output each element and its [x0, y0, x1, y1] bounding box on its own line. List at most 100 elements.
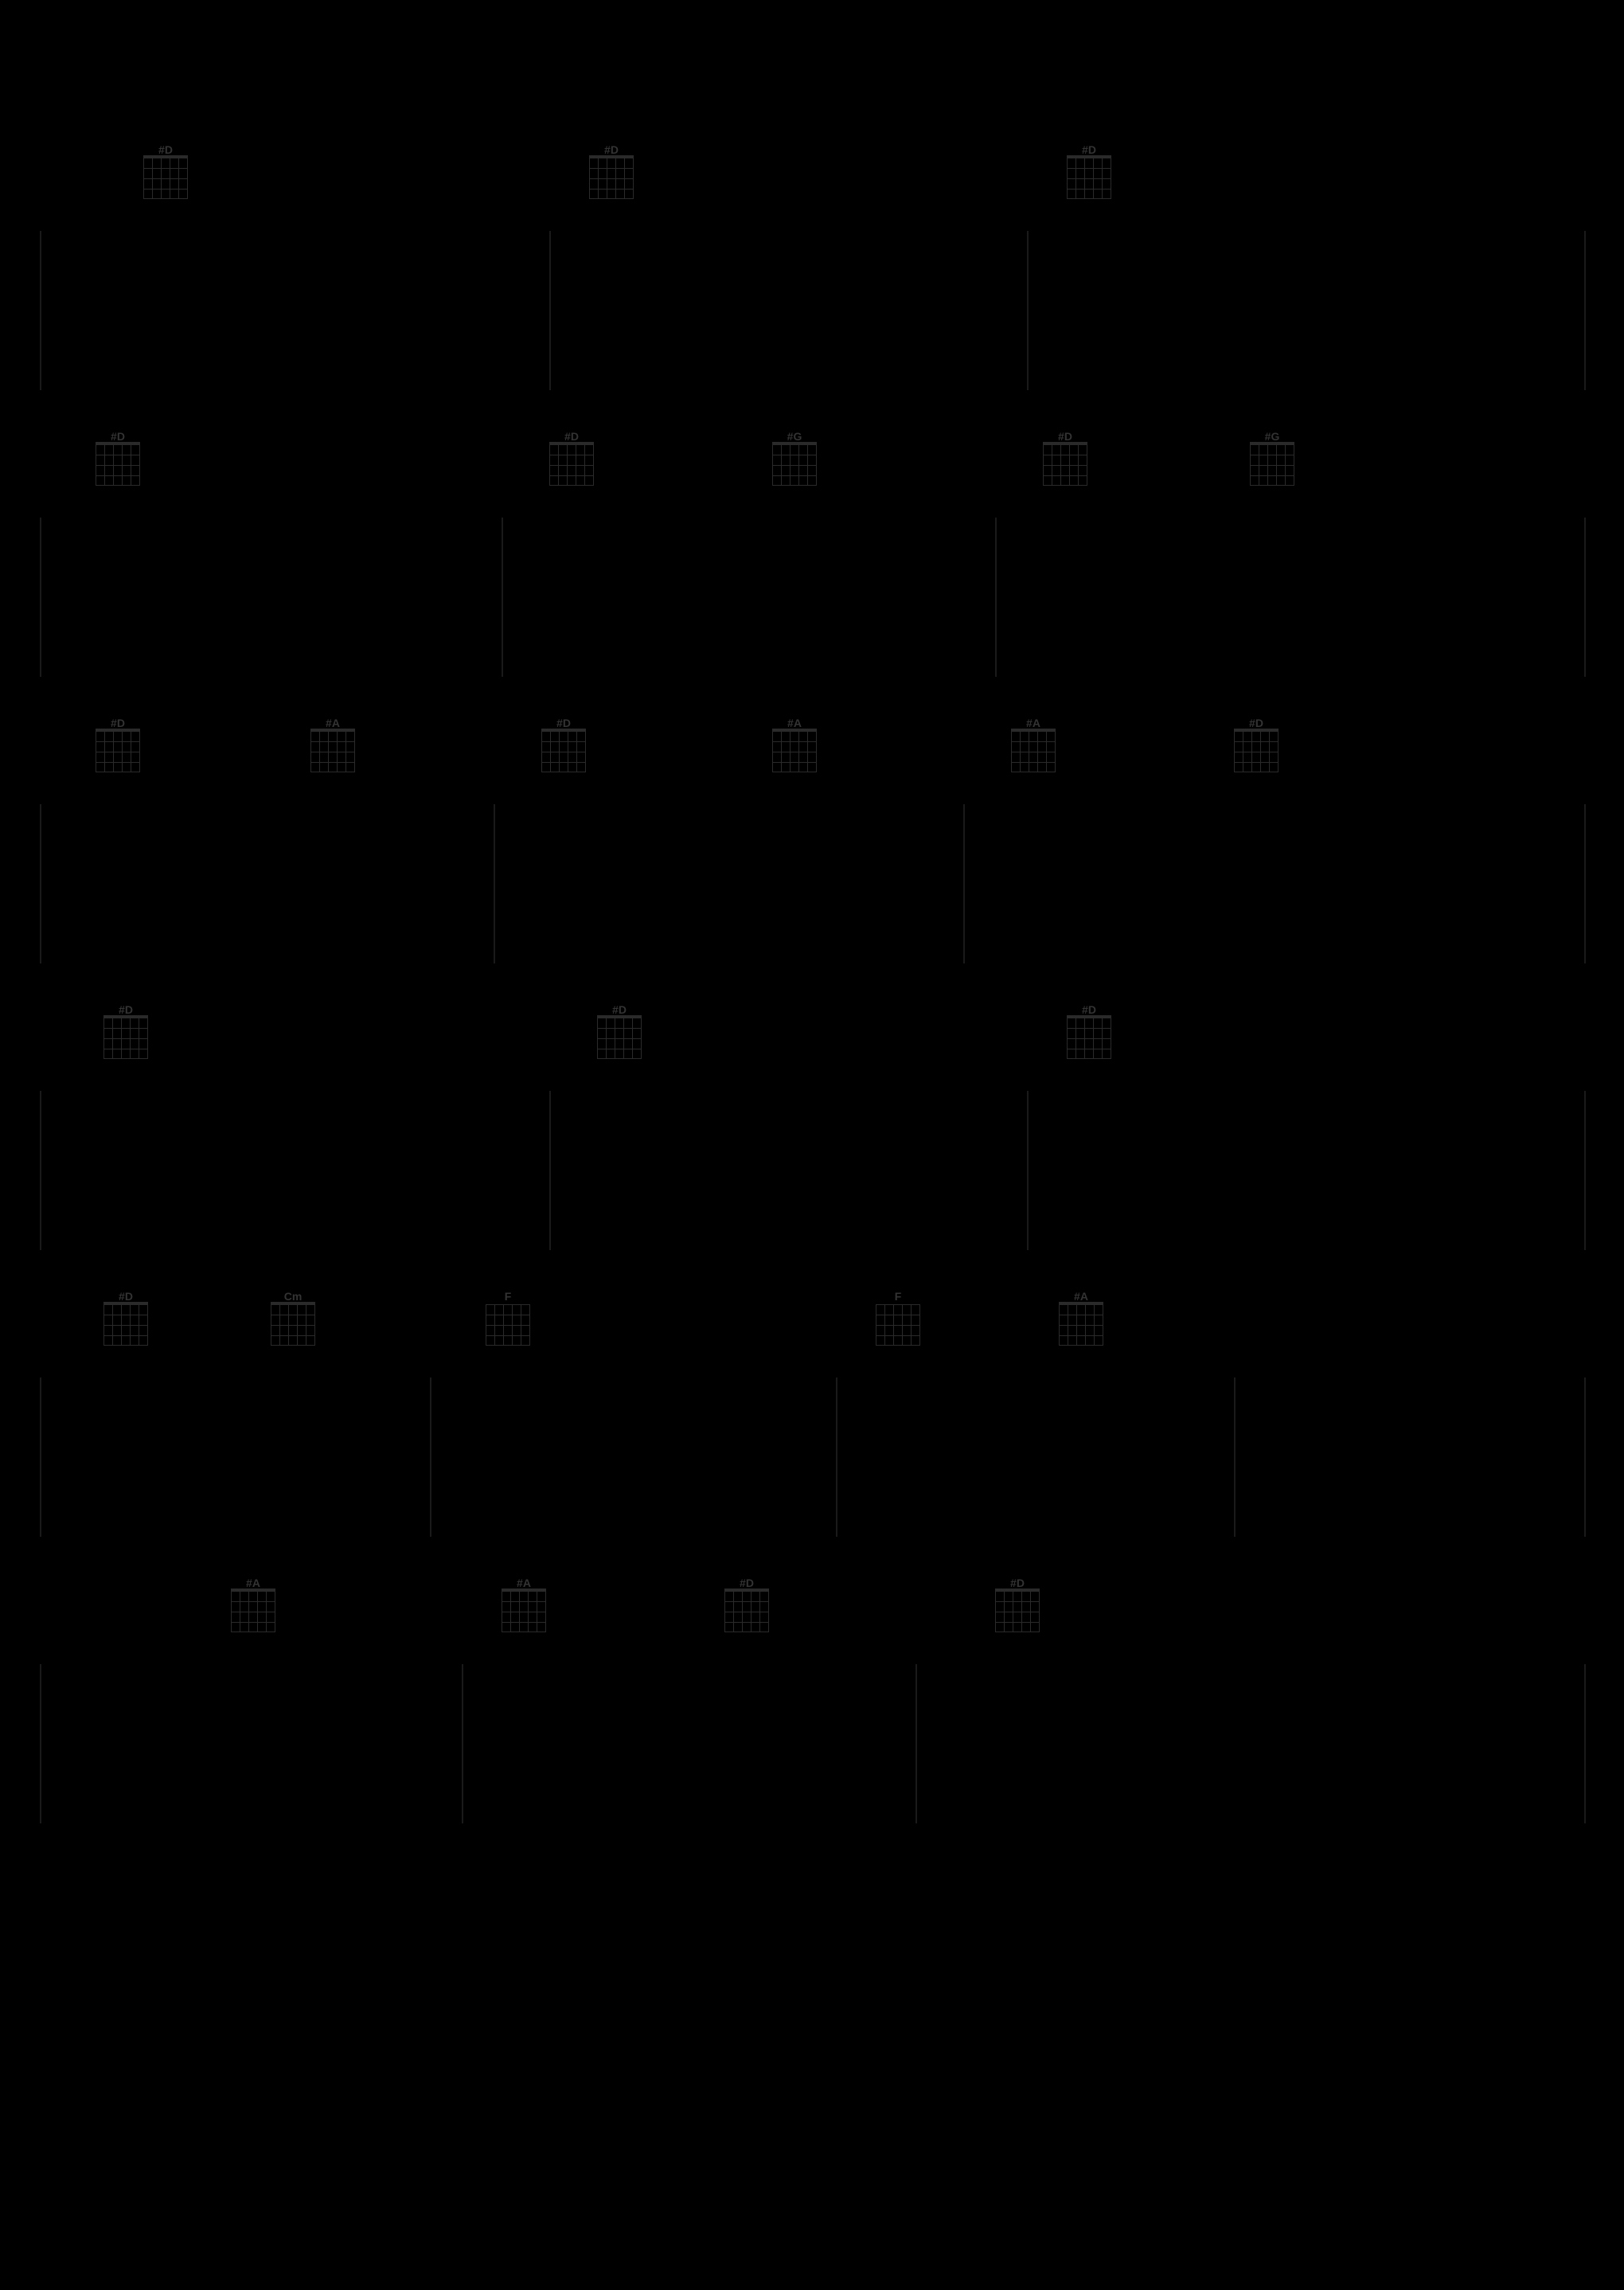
chord-grid: [271, 1304, 315, 1346]
chord-diagram: #D: [597, 1003, 642, 1059]
chord-nut: [772, 729, 817, 731]
chord-label: #D: [589, 143, 634, 156]
chord-grid: [103, 1018, 148, 1059]
chord-nut: [1250, 442, 1294, 444]
barline: [40, 1378, 41, 1537]
chord-label: #A: [231, 1577, 275, 1589]
chord-grid: [1043, 444, 1087, 486]
chord-grid: [486, 1304, 530, 1346]
chord-row: #D #D #D: [40, 1003, 1584, 1250]
chord-grid: [143, 158, 188, 199]
chord-chart-page: #D #D #D #D #D #G #D #G #D #A #D #A #A #D #D #D #D #D Cm F F…: [0, 0, 1624, 2290]
chord-label: #G: [1250, 430, 1294, 443]
chord-diagram: #G: [1250, 430, 1294, 486]
barline: [995, 518, 997, 677]
chord-grid: [549, 444, 594, 486]
chord-grid: [231, 1591, 275, 1632]
chord-nut: [310, 729, 355, 731]
chord-nut: [231, 1589, 275, 1591]
barline: [1584, 1664, 1586, 1823]
chord-grid: [1067, 1018, 1111, 1059]
chord-diagram: #A: [772, 717, 817, 772]
chord-nut: [724, 1589, 769, 1591]
chord-diagram: #D: [1234, 717, 1279, 772]
chord-grid: [772, 731, 817, 772]
chord-grid: [876, 1304, 920, 1346]
chord-nut: [597, 1015, 642, 1018]
chord-label: #D: [1067, 143, 1111, 156]
barline: [915, 1664, 917, 1823]
chord-nut: [549, 442, 594, 444]
barline: [836, 1378, 837, 1537]
chord-nut: [1234, 729, 1279, 731]
chord-diagram: #A: [1059, 1290, 1103, 1346]
chord-grid: [772, 444, 817, 486]
barline: [494, 804, 495, 963]
chord-nut: [143, 155, 188, 158]
barline: [549, 231, 551, 390]
chord-nut: [96, 442, 140, 444]
chord-grid: [589, 158, 634, 199]
chord-label: #A: [772, 717, 817, 729]
barline: [40, 518, 41, 677]
chord-grid: [103, 1304, 148, 1346]
chord-label: #A: [1059, 1290, 1103, 1303]
chord-diagram: #A: [502, 1577, 546, 1632]
chord-nut: [1043, 442, 1087, 444]
chord-nut: [103, 1015, 148, 1018]
barline: [462, 1664, 463, 1823]
chord-diagram: #G: [772, 430, 817, 486]
chord-diagram: #D: [1043, 430, 1087, 486]
chord-grid: [1059, 1304, 1103, 1346]
barline: [1027, 1091, 1029, 1250]
chord-diagram: #D: [995, 1577, 1040, 1632]
barline: [1584, 231, 1586, 390]
chord-label: #A: [502, 1577, 546, 1589]
chord-grid: [724, 1591, 769, 1632]
barline: [1584, 1378, 1586, 1537]
chord-nut: [1067, 155, 1111, 158]
chord-label: #G: [772, 430, 817, 443]
chord-diagram: #A: [1011, 717, 1056, 772]
chord-nut: [995, 1589, 1040, 1591]
chord-nut: [772, 442, 817, 444]
chord-row: #D#A#D#A#A#D: [40, 717, 1584, 963]
chord-label: F: [876, 1290, 920, 1303]
chord-grid: [541, 731, 586, 772]
chord-nut: [1067, 1015, 1111, 1018]
chord-diagram: #D: [143, 143, 188, 199]
chord-label: #D: [549, 430, 594, 443]
chord-label: #D: [103, 1003, 148, 1016]
chord-row: #D Cm F F #A: [40, 1290, 1584, 1537]
chord-label: #D: [1067, 1003, 1111, 1016]
chord-label: #D: [103, 1290, 148, 1303]
chord-diagram: #A: [231, 1577, 275, 1632]
chord-diagram: Cm: [271, 1290, 315, 1346]
chord-diagram: F: [486, 1290, 530, 1346]
chord-diagram: F: [876, 1290, 920, 1346]
barline: [1027, 231, 1029, 390]
chord-grid: [310, 731, 355, 772]
chord-label: #A: [1011, 717, 1056, 729]
chord-nut: [1011, 729, 1056, 731]
chord-label: Cm: [271, 1290, 315, 1303]
barline: [40, 804, 41, 963]
barline: [963, 804, 965, 963]
chord-grid: [96, 731, 140, 772]
barline: [40, 1664, 41, 1823]
barline: [40, 1091, 41, 1250]
chord-label: #D: [541, 717, 586, 729]
chord-nut: [271, 1302, 315, 1304]
chord-row: #A #A #D #D: [40, 1577, 1584, 1823]
chord-grid: [96, 444, 140, 486]
chord-label: #D: [995, 1577, 1040, 1589]
chord-label: #D: [1234, 717, 1279, 729]
chord-nut: [502, 1589, 546, 1591]
chord-label: #D: [724, 1577, 769, 1589]
chord-diagram: #D: [103, 1290, 148, 1346]
chord-diagram: #D: [541, 717, 586, 772]
barline: [1584, 518, 1586, 677]
chord-label: #D: [96, 717, 140, 729]
chord-nut: [589, 155, 634, 158]
chord-nut: [96, 729, 140, 731]
